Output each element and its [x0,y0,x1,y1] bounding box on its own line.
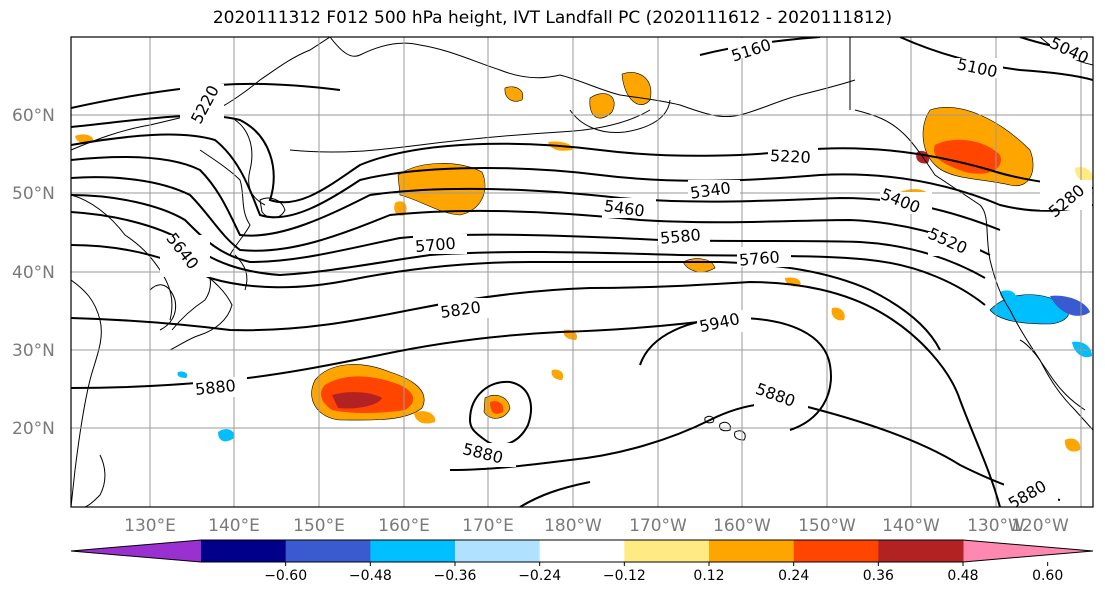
latitude-labels: 60°N 50°N 40°N 30°N 20°N [12,106,55,439]
colorbar-tick-label: 0.48 [947,568,978,584]
lat-label: 40°N [12,263,55,283]
lon-label: 120°W [1011,516,1069,536]
lat-label: 20°N [12,419,55,439]
lon-label: 160°E [378,516,430,536]
colorbar-outline [70,539,1094,563]
map-frame [70,36,1094,508]
colorbar-segment [539,540,625,562]
lon-label: 160°W [713,516,771,536]
colorbar-segment [709,540,795,562]
colorbar-tick-label: −0.24 [518,568,561,584]
colorbar-tick-label: 0.36 [863,568,894,584]
contour-labels: 5160 5100 5040 5220 5220 5340 5460 5400 … [160,37,1093,507]
lon-label: 130°W [967,516,1025,536]
lat-label: 30°N [12,341,55,361]
colorbar-tick-label: −0.12 [603,568,646,584]
colorbar-segment [201,540,287,562]
contour-label: 5580 [659,225,701,247]
colorbar: −0.60 −0.48 −0.36 −0.24 −0.12 0.12 0.24 0.36 0.4… [70,539,1094,584]
lon-label: 170°E [462,516,514,536]
contour-label: 5220 [770,146,812,167]
lon-label: 150°W [798,516,856,536]
colorbar-segment [624,540,710,562]
lat-lon-grid [71,37,1093,507]
map-title: 2020111312 F012 500 hPa height, IVT Land… [212,8,893,28]
colorbar-tick-label: 0.60 [1032,568,1063,584]
longitude-labels: 130°E 140°E 150°E 160°E 170°E 180°W 170°… [124,516,1069,536]
lon-label: 180°W [544,516,602,536]
lon-label: 170°W [629,516,687,536]
colorbar-extension-high [963,540,1093,562]
lon-label: 130°E [124,516,176,536]
lon-label: 140°W [882,516,940,536]
colorbar-segment [455,540,541,562]
lat-label: 60°N [12,106,55,126]
colorbar-tick-label: −0.60 [264,568,307,584]
colorbar-tick-label: −0.36 [434,568,477,584]
contour-label: 5760 [738,247,780,269]
colorbar-segment [370,540,456,562]
lat-label: 50°N [12,184,55,204]
colorbar-segment [793,540,879,562]
colorbar-extension-low [71,540,201,562]
coastlines [71,37,1093,507]
colorbar-tick-label: 0.12 [693,568,724,584]
colorbar-tick-label: −0.48 [349,568,392,584]
lon-label: 140°E [208,516,260,536]
colorbar-segment [878,540,964,562]
contour-label: 5880 [194,376,236,399]
colorbar-segment [285,540,371,562]
contour-label: 5700 [414,234,456,256]
colorbar-tick-label: 0.24 [778,568,809,584]
lon-label: 150°E [293,516,345,536]
